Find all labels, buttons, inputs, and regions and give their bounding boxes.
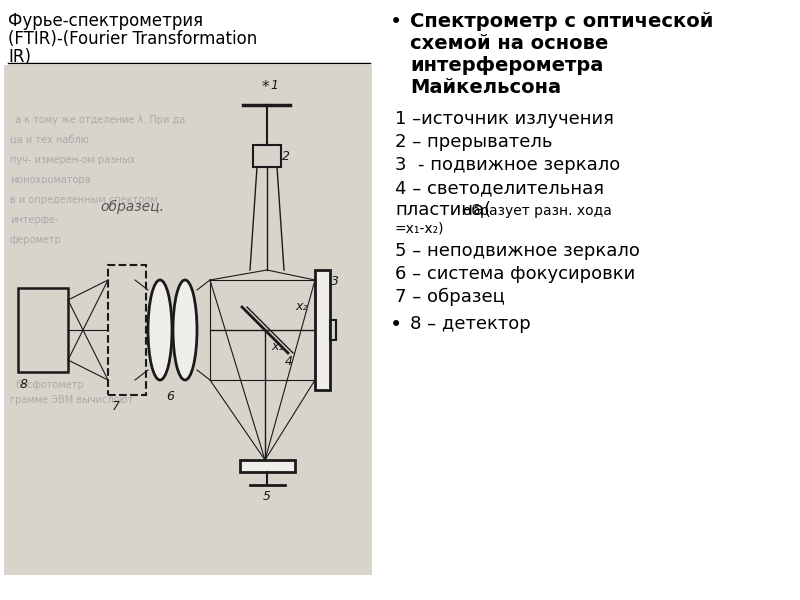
Text: 4: 4 bbox=[285, 355, 293, 368]
Bar bbox=[18, 288, 68, 372]
Text: интерфе-: интерфе- bbox=[10, 215, 58, 225]
Text: Майкельсона: Майкельсона bbox=[410, 78, 561, 97]
Text: 5 – неподвижное зеркало: 5 – неподвижное зеркало bbox=[395, 242, 640, 260]
Text: пуч- измерен-ом разных: пуч- измерен-ом разных bbox=[10, 155, 135, 165]
Text: Спектрометр с оптической: Спектрометр с оптической bbox=[410, 12, 714, 31]
Text: (FTIR)-(Fourier Transformation: (FTIR)-(Fourier Transformation bbox=[8, 30, 258, 48]
Text: 3: 3 bbox=[331, 275, 339, 288]
Text: 8: 8 bbox=[20, 378, 28, 391]
Text: грамме ЭВМ вычисляют: грамме ЭВМ вычисляют bbox=[10, 395, 134, 405]
Text: =x₁-x₂): =x₁-x₂) bbox=[395, 222, 445, 236]
Text: 5: 5 bbox=[263, 490, 271, 503]
Text: x₂: x₂ bbox=[296, 300, 308, 313]
Text: образует разн. хода: образует разн. хода bbox=[463, 204, 612, 218]
Text: 1 –источник излучения: 1 –источник излучения bbox=[395, 110, 614, 128]
Text: интерферометра: интерферометра bbox=[410, 56, 603, 75]
Text: бесфотометр: бесфотометр bbox=[15, 380, 84, 390]
Text: образец.: образец. bbox=[100, 200, 164, 214]
Text: 2 – прерыватель: 2 – прерыватель bbox=[395, 133, 553, 151]
Text: схемой на основе: схемой на основе bbox=[410, 34, 608, 53]
Text: x₁: x₁ bbox=[272, 340, 284, 353]
Text: пластина(: пластина( bbox=[395, 201, 491, 219]
Text: 6 – система фокусировки: 6 – система фокусировки bbox=[395, 265, 635, 283]
Bar bbox=[4, 65, 372, 575]
Bar bbox=[315, 270, 330, 390]
Text: *: * bbox=[261, 80, 269, 95]
Bar bbox=[108, 265, 146, 395]
Text: 4 – светоделительная: 4 – светоделительная bbox=[395, 179, 604, 197]
Text: •: • bbox=[390, 12, 402, 32]
Text: ферометр: ферометр bbox=[10, 235, 62, 245]
Bar bbox=[240, 460, 295, 472]
Text: в и определенным спектром: в и определенным спектром bbox=[10, 195, 158, 205]
Ellipse shape bbox=[173, 280, 197, 380]
Text: 3  - подвижное зеркало: 3 - подвижное зеркало bbox=[395, 156, 620, 174]
Text: IR): IR) bbox=[8, 48, 31, 66]
Bar bbox=[253, 145, 281, 167]
Ellipse shape bbox=[148, 280, 172, 380]
Text: 7: 7 bbox=[112, 400, 120, 413]
Text: монохроматора: монохроматора bbox=[10, 175, 90, 185]
Text: 6: 6 bbox=[166, 390, 174, 403]
Bar bbox=[330, 320, 336, 340]
Text: ца и тех наблю: ца и тех наблю bbox=[10, 135, 89, 145]
Text: 8 – детектор: 8 – детектор bbox=[410, 315, 530, 333]
Text: 7 – образец: 7 – образец bbox=[395, 288, 505, 306]
Text: •: • bbox=[390, 315, 402, 335]
Text: 2: 2 bbox=[282, 150, 290, 163]
Text: а к тому же отделение λ. При да: а к тому же отделение λ. При да bbox=[15, 115, 186, 125]
Text: Фурье-спектрометрия: Фурье-спектрометрия bbox=[8, 12, 203, 30]
Text: 1: 1 bbox=[270, 79, 278, 92]
